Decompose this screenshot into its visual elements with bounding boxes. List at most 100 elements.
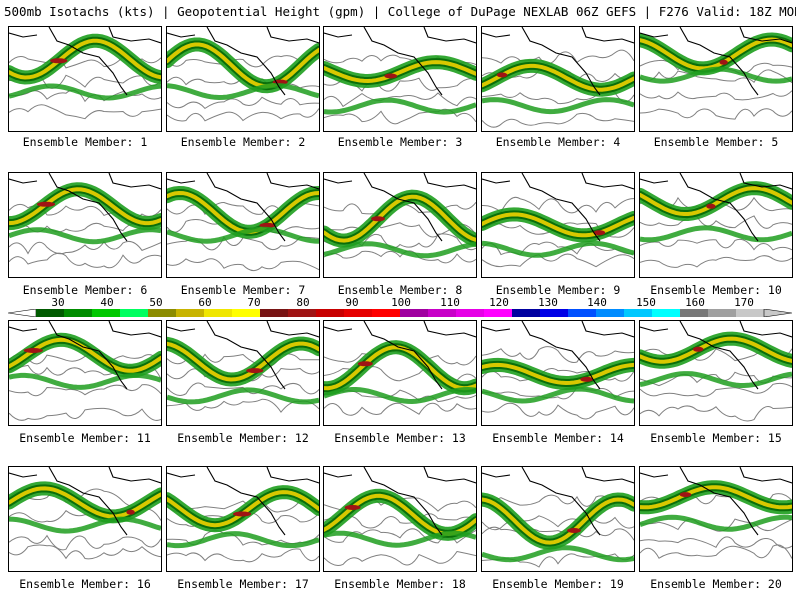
height-contour <box>9 240 161 255</box>
isotach-band <box>482 97 634 115</box>
colorbar-tick-label: 30 <box>51 296 65 309</box>
map-canvas <box>9 27 161 120</box>
height-contour <box>640 215 792 229</box>
isotach-band <box>167 42 319 89</box>
height-contour <box>640 382 792 397</box>
coastline <box>482 467 634 536</box>
ensemble-member-map <box>166 466 320 572</box>
isotach-band <box>640 225 792 243</box>
colorbar-tick-label: 130 <box>538 296 558 309</box>
colorbar-segment <box>204 309 233 317</box>
height-contour <box>324 550 476 566</box>
ensemble-member-map <box>323 320 477 426</box>
colorbar-segment <box>568 309 597 317</box>
isotach-band <box>324 194 476 243</box>
colorbar-segment <box>64 309 93 317</box>
isotach-band <box>324 97 476 115</box>
coastline <box>9 321 161 390</box>
isotach-band <box>324 530 476 548</box>
isotach-band <box>9 486 161 519</box>
height-contour <box>482 346 634 363</box>
ensemble-member-map <box>639 466 793 572</box>
colorbar-segment <box>288 309 317 317</box>
map-canvas <box>482 27 634 128</box>
height-contour <box>482 253 634 268</box>
isotach-band <box>9 516 161 534</box>
colorbar-tick-label: 120 <box>489 296 509 309</box>
height-contour <box>9 252 161 269</box>
height-contour <box>640 544 792 559</box>
ensemble-member-label: Ensemble Member: 16 <box>19 577 151 591</box>
coastline <box>640 467 792 536</box>
coastline <box>482 173 634 242</box>
map-canvas <box>324 321 476 416</box>
colorbar-segment <box>736 309 765 317</box>
isotach-maximum <box>126 509 135 515</box>
isotach-band <box>482 386 634 404</box>
map-canvas <box>9 467 161 560</box>
ensemble-member-map <box>639 26 793 132</box>
colorbar-gradient <box>8 309 792 317</box>
isotach-band <box>324 241 476 259</box>
ensemble-member-map <box>481 320 635 426</box>
isotach-band <box>640 485 792 510</box>
colorbar-segment <box>400 309 429 317</box>
coastline <box>167 467 319 536</box>
colorbar-tick-label: 160 <box>685 296 705 309</box>
colorbar-tick-label: 170 <box>734 296 754 309</box>
colorbar-tick-label: 50 <box>149 296 163 309</box>
isotach-maximum <box>567 528 581 533</box>
ensemble-member-label: Ensemble Member: 9 <box>495 283 621 297</box>
colorbar-tick-label: 40 <box>100 296 114 309</box>
height-contour <box>640 536 792 549</box>
ensemble-member-label: Ensemble Member: 19 <box>492 577 624 591</box>
height-contour <box>9 384 161 397</box>
colorbar-segment <box>344 309 373 317</box>
colorbar-segment <box>624 309 653 317</box>
isotach-band <box>482 545 634 563</box>
ensemble-member-label: Ensemble Member: 18 <box>334 577 466 591</box>
ensemble-member-label: Ensemble Member: 5 <box>653 135 779 149</box>
height-contour <box>167 52 319 68</box>
colorbar-segment <box>456 309 485 317</box>
map-canvas <box>167 467 319 563</box>
height-contour <box>482 526 634 541</box>
ensemble-member-map <box>481 466 635 572</box>
height-contour <box>9 407 161 421</box>
ensemble-member-map <box>166 172 320 278</box>
colorbar-segment <box>484 309 513 317</box>
ensemble-member-map <box>639 320 793 426</box>
isotach-band <box>9 38 161 80</box>
colorbar-segment <box>260 309 289 317</box>
isotach-band <box>167 531 319 549</box>
height-contour <box>482 402 634 420</box>
coastline <box>9 173 161 242</box>
isotach-band <box>167 226 319 244</box>
coastline <box>9 27 161 96</box>
height-contour <box>640 405 792 422</box>
ensemble-member-label: Ensemble Member: 3 <box>337 135 463 149</box>
map-canvas <box>9 321 161 421</box>
isotach-maximum <box>496 72 508 78</box>
coastline <box>167 321 319 390</box>
height-contour <box>640 108 792 120</box>
isotach-maximum <box>233 511 252 517</box>
ensemble-member-map <box>166 26 320 132</box>
ensemble-member-map <box>323 26 477 132</box>
isotach-band <box>640 514 792 532</box>
isotach-band <box>9 187 161 226</box>
map-canvas <box>167 321 319 413</box>
isotach-maximum <box>344 505 361 510</box>
colorbar-tick-label: 150 <box>636 296 656 309</box>
ensemble-member-map <box>8 320 162 426</box>
isotach-band <box>640 66 792 84</box>
height-contour <box>167 548 319 563</box>
isotach-maximum <box>719 59 728 65</box>
map-canvas <box>324 173 476 264</box>
height-contour <box>324 250 476 264</box>
map-canvas <box>167 173 319 272</box>
height-contour <box>482 49 634 65</box>
colorbar-tick-label: 80 <box>296 296 310 309</box>
colorbar-segment <box>36 309 65 317</box>
ensemble-member-map <box>323 466 477 572</box>
